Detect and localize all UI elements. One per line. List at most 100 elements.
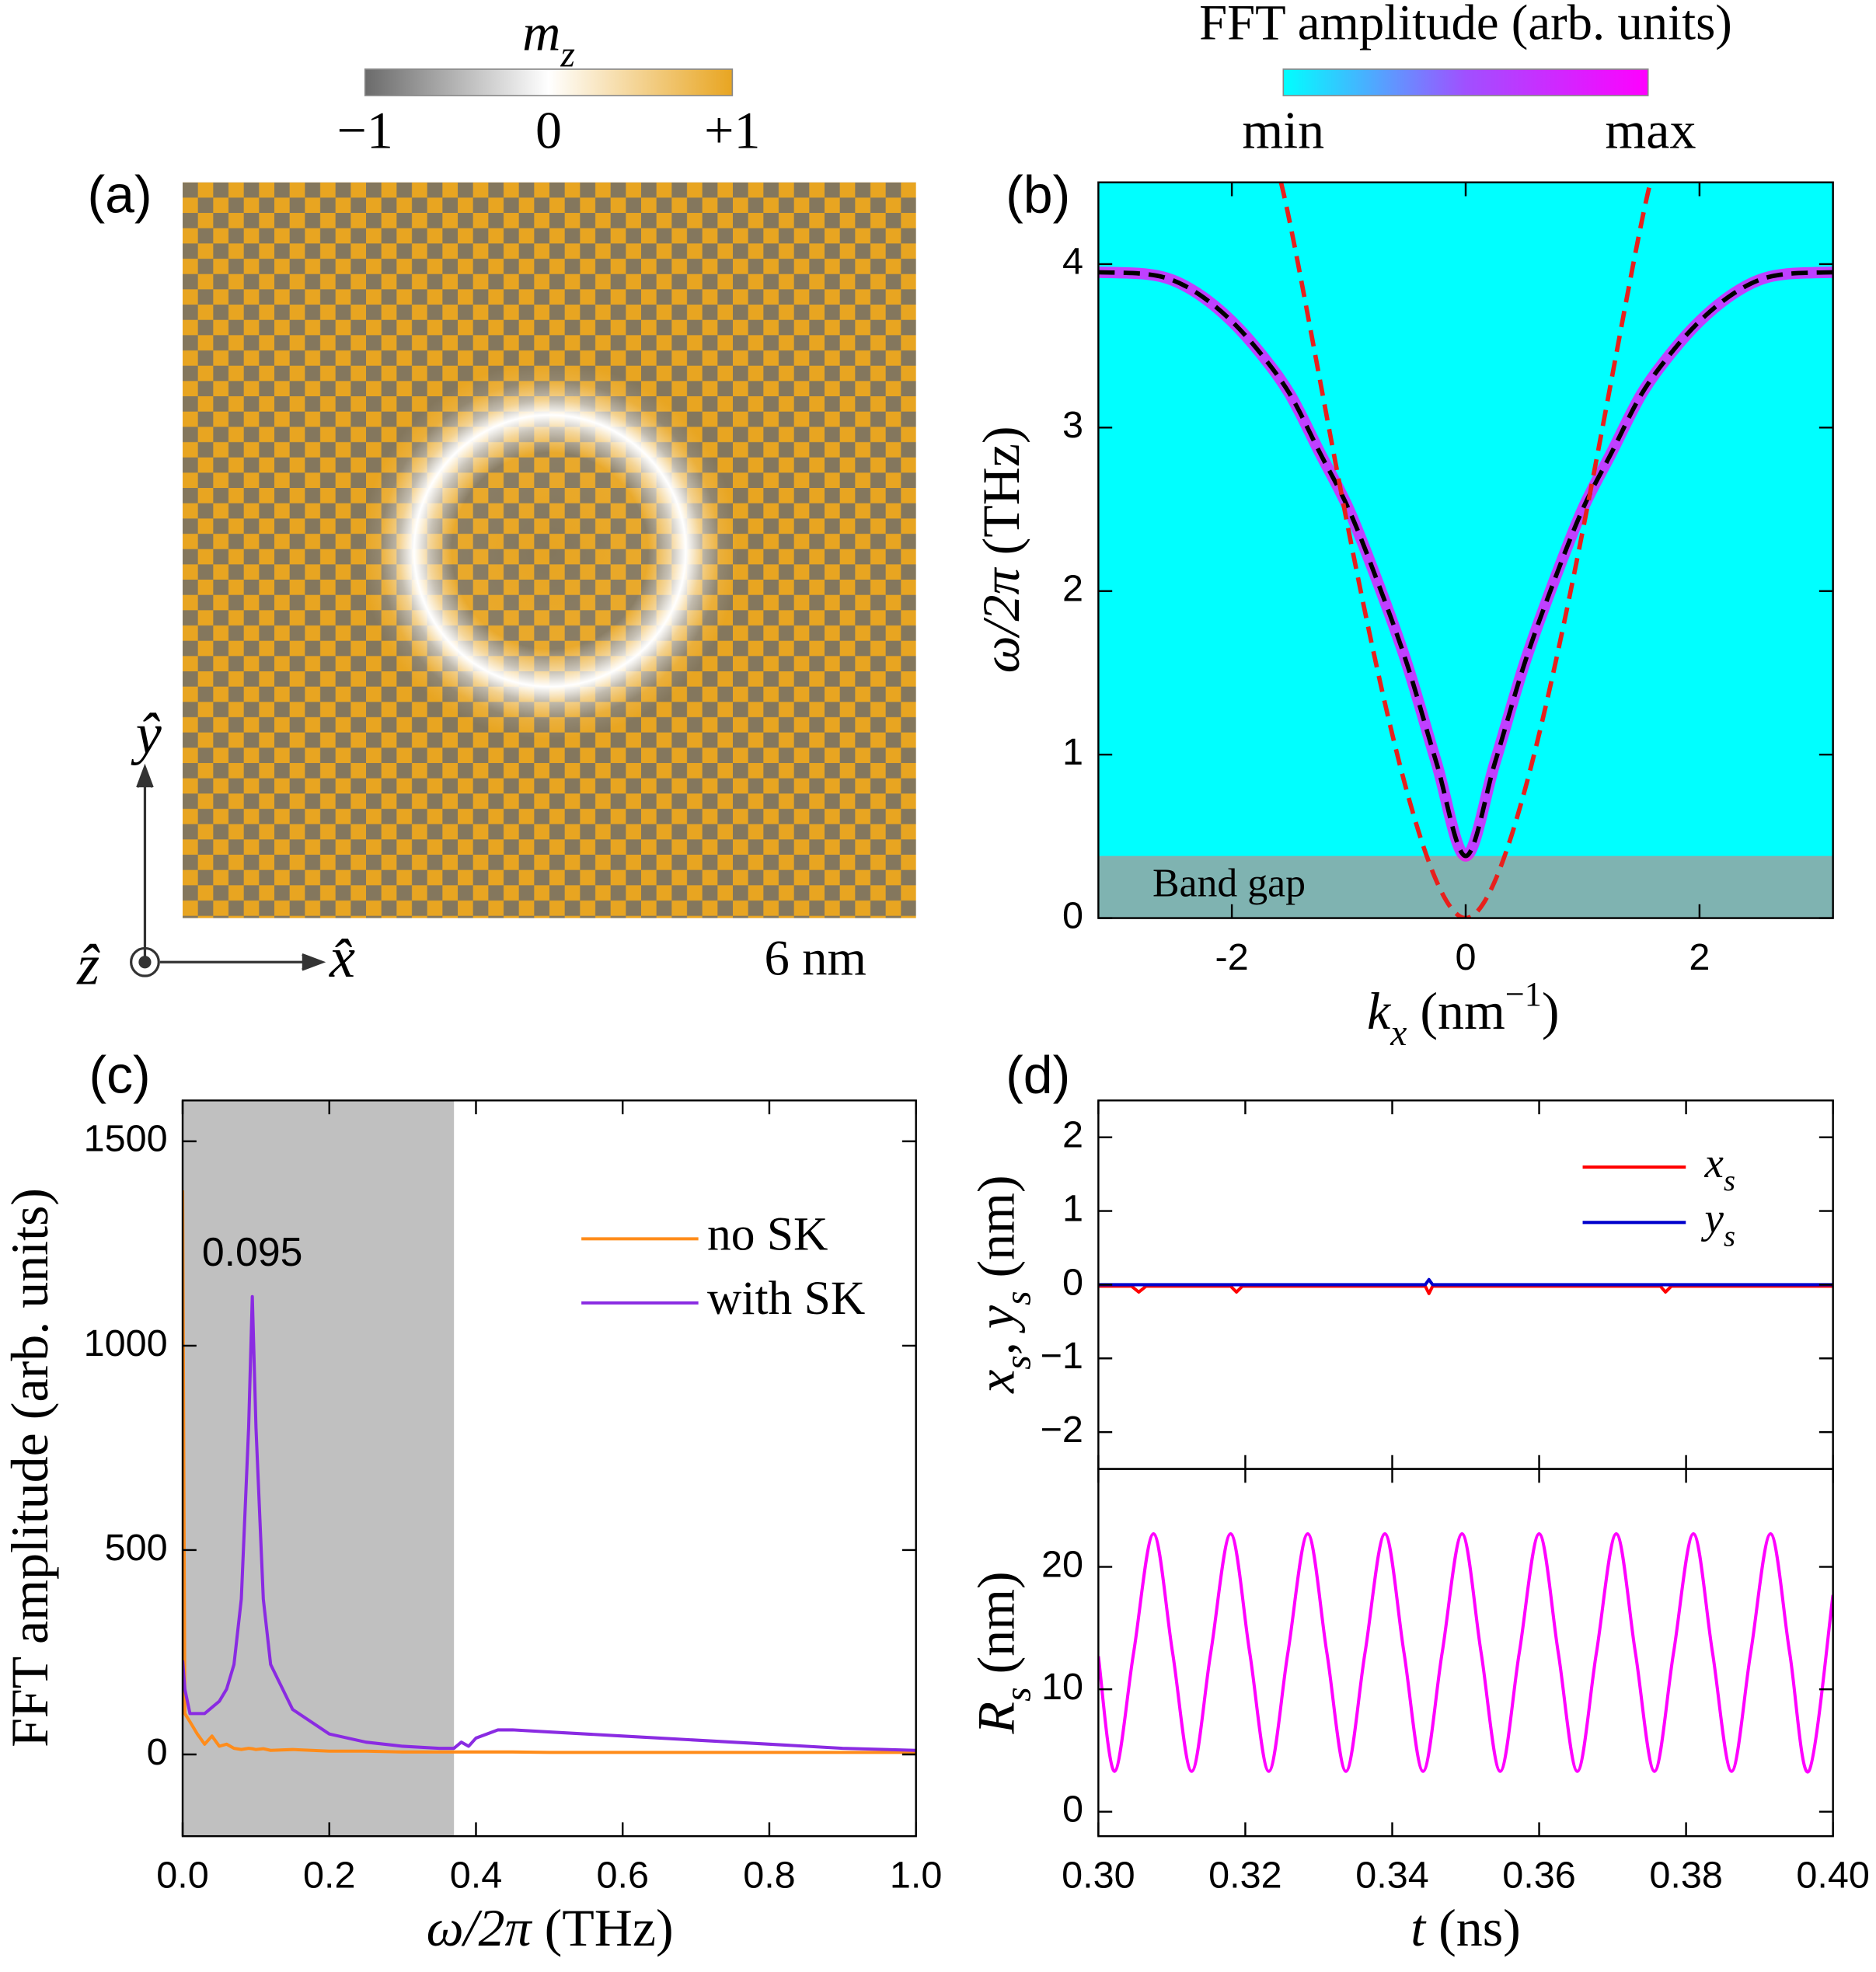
x-axis-label-part: −1 (1505, 974, 1542, 1012)
y-axis-label: xs, ys (nm) (966, 1175, 1038, 1393)
plot-area (1098, 1532, 1833, 1774)
y-tick-label: 3 (1062, 404, 1083, 446)
z-symbol-ring (130, 946, 160, 977)
colorbar-tick-label: +1 (704, 100, 760, 159)
y-tick-label: 500 (105, 1527, 168, 1569)
x-axis-label: kx (nm−1) (1367, 974, 1559, 1053)
colorbar-title-part: m (522, 2, 560, 61)
panel-label: (d) (1006, 1046, 1070, 1105)
y-axis-label: Rs (nm) (966, 1571, 1038, 1734)
x-tick-label: 0.30 (1062, 1854, 1135, 1896)
series-line (1098, 1532, 1833, 1774)
y-axis-label-part: s (999, 1687, 1039, 1702)
x-tick-label: 0.0 (156, 1854, 209, 1896)
y-tick-label: 0 (1062, 1261, 1083, 1303)
y-tick-label: 10 (1041, 1666, 1083, 1708)
y-axis-label: FFT amplitude (arb. units) (0, 1188, 59, 1747)
x-arrow-head (302, 953, 326, 971)
y-axis-label-part: s (999, 1355, 1039, 1370)
y-tick-label: 0 (1062, 1789, 1083, 1831)
skyrmion-ring (361, 362, 739, 740)
z-axis-symbol: ẑ (76, 934, 100, 998)
y-axis-label-part: (THz) (971, 426, 1030, 568)
z-symbol-dot (138, 956, 152, 969)
panel-label: (b) (1006, 165, 1070, 225)
y-tick-label: 0 (1062, 894, 1083, 936)
x-axis-label-part: ) (1542, 981, 1560, 1040)
x-axis-label-part: (ns) (1425, 1897, 1521, 1956)
y-tick-label: 1 (1062, 731, 1083, 773)
legend-label-part: x (1704, 1139, 1724, 1186)
legend-label: no SK (707, 1207, 828, 1260)
series-line (1278, 182, 1653, 918)
x-tick-label: 0.4 (450, 1854, 503, 1896)
colorbar-tick-label: min (1242, 100, 1324, 159)
plot-frame (181, 1099, 917, 1838)
y-axis-label-part: , (966, 1329, 1025, 1355)
panel-label: (c) (89, 1046, 150, 1105)
y-tick-label: 1 (1062, 1187, 1083, 1229)
y-axis-label: ω/2π (THz) (971, 426, 1030, 673)
y-axis-symbol: ŷ (131, 702, 162, 766)
x-tick-label: 1.0 (890, 1854, 943, 1896)
legend-label: with SK (707, 1272, 865, 1325)
legend-label-part: y (1701, 1194, 1724, 1242)
x-tick-label: 0.8 (743, 1854, 796, 1896)
x-tick-label: 2 (1689, 936, 1710, 978)
panel-label: (a) (88, 165, 152, 225)
colorbar-title: FFT amplitude (arb. units) (1199, 0, 1732, 51)
colorbar-tick-label: max (1605, 100, 1696, 159)
x-tick-label: 0.40 (1796, 1854, 1869, 1896)
plot-area (1098, 1277, 1833, 1295)
x-axis-label-part: x (1390, 1013, 1407, 1054)
series-line (1098, 270, 1833, 859)
y-tick-label: 2 (1062, 1114, 1083, 1156)
plot-area (183, 1100, 916, 1837)
y-tick-label: 4 (1062, 241, 1083, 283)
series-line (183, 1190, 916, 1754)
legend-label-part: s (1724, 1220, 1735, 1253)
y-tick-label: −1 (1041, 1335, 1083, 1377)
y-axis-label-part: (nm) (966, 1571, 1025, 1687)
x-tick-label: 0.36 (1502, 1854, 1575, 1896)
colorbar-title: mz (522, 2, 575, 75)
y-arrow-head (136, 763, 154, 788)
y-axis-label-part: y (966, 1305, 1025, 1333)
plot-frame (1097, 1468, 1834, 1838)
y-tick-label: −2 (1041, 1409, 1083, 1451)
y-tick-label: 2 (1062, 568, 1083, 610)
y-axis-label-part: x (966, 1370, 1025, 1394)
colorbar (1282, 68, 1649, 96)
x-tick-label: 0.6 (596, 1854, 649, 1896)
x-tick-label: 0.34 (1355, 1854, 1428, 1896)
scale-bar-label: 6 nm (765, 931, 867, 987)
annotation: 0.095 (202, 1229, 303, 1274)
x-tick-label: 0.2 (303, 1854, 356, 1896)
y-axis-label-part: ω/2π (971, 566, 1030, 673)
x-tick-label: 0 (1456, 936, 1477, 978)
y-tick-label: 1000 (84, 1322, 168, 1364)
y-tick-label: 20 (1041, 1543, 1083, 1585)
colorbar-tick-label: 0 (535, 100, 562, 159)
legend-label-part: s (1724, 1165, 1735, 1197)
x-axis-label-part: (nm (1407, 981, 1505, 1040)
shaded-region (183, 1100, 455, 1837)
y-axis-label-part: R (966, 1702, 1025, 1735)
x-tick-label: 0.38 (1649, 1854, 1722, 1896)
x-axis-label-part: k (1367, 981, 1392, 1040)
legend-label: xs (1704, 1139, 1735, 1197)
x-axis-label-part: t (1410, 1897, 1427, 1956)
colorbar-tick-label: −1 (337, 100, 393, 159)
series-line (1098, 1277, 1833, 1287)
y-tick-label: 0 (147, 1731, 168, 1773)
x-axis-label: ω/2π (THz) (427, 1897, 674, 1956)
y-axis-label-part: (nm) (966, 1175, 1025, 1291)
colorbar-title-part: z (560, 34, 575, 75)
colorbar (364, 68, 734, 96)
y-tick-label: 1500 (84, 1118, 168, 1160)
legend-label: ys (1701, 1194, 1735, 1253)
x-axis-label-part: (THz) (532, 1897, 674, 1956)
x-axis-label: t (ns) (1410, 1897, 1521, 1956)
series-line (183, 1294, 916, 1752)
